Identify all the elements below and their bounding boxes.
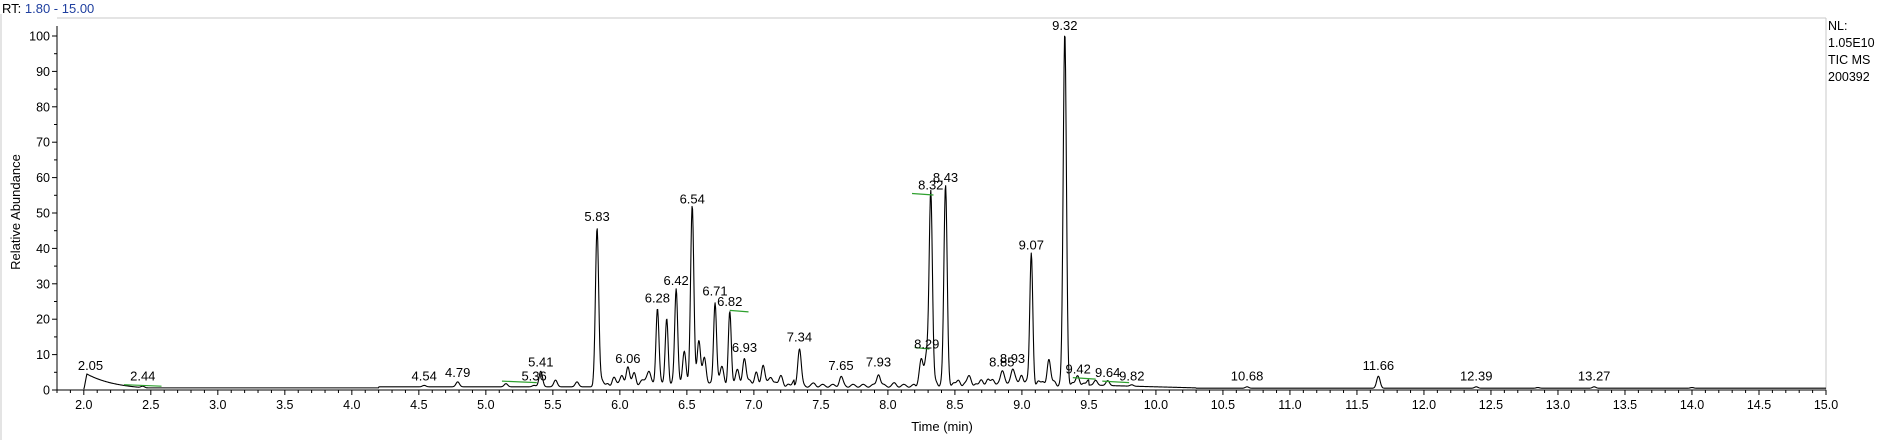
peak-label: 12.39 <box>1460 368 1493 383</box>
peak-label: 11.66 <box>1363 358 1395 373</box>
baseline-marker <box>911 192 934 196</box>
rt-range-value: 1.80 - 15.00 <box>24 1 95 16</box>
rt-label: RT: <box>2 1 22 16</box>
rt-range-readout: RT: 1.80 - 15.00 <box>2 1 94 16</box>
tic-trace <box>83 35 1827 390</box>
x-tick-label: 14.5 <box>1747 398 1771 412</box>
peak-label: 6.54 <box>680 191 705 206</box>
peak-label: 9.42 <box>1066 361 1091 376</box>
nl-value: 1.05E10 <box>1828 36 1875 50</box>
y-tick-label: 20 <box>36 313 50 327</box>
y-axis-title: Relative Abundance <box>8 154 23 270</box>
peak-label: 4.54 <box>412 368 437 383</box>
peak-label: 8.29 <box>914 337 939 352</box>
x-tick-label: 13.5 <box>1613 398 1637 412</box>
x-tick-label: 10.5 <box>1211 398 1235 412</box>
baseline-marker <box>123 384 162 387</box>
x-axis: 2.0 2.5 3.0 3.5 4.0 4.5 5.0 5.5 6.0 6.5 7.0 7.5 8.0 8… <box>56 389 1838 412</box>
x-tick-label: 6.5 <box>678 398 695 412</box>
peak-label: 5.41 <box>528 354 553 369</box>
peak-label: 8.32 <box>918 177 943 192</box>
x-tick-label: 8.0 <box>879 398 896 412</box>
x-tick-label: 10.0 <box>1144 398 1168 412</box>
y-tick-label: 70 <box>36 136 50 150</box>
x-tick-label: 11.5 <box>1345 398 1368 412</box>
peak-label: 6.71 <box>702 284 727 299</box>
baseline-markers <box>123 192 1130 387</box>
x-tick-label: 2.5 <box>142 398 159 412</box>
y-tick-label: 100 <box>29 30 50 44</box>
peak-label: 8.43 <box>933 170 958 185</box>
x-tick-label: 8.5 <box>946 398 963 412</box>
peak-label: 2.05 <box>78 358 103 373</box>
x-tick-label: 3.0 <box>209 398 226 412</box>
peak-label: 9.82 <box>1119 368 1144 383</box>
peak-label: 4.79 <box>445 365 470 380</box>
x-tick-label: 9.5 <box>1080 398 1097 412</box>
peak-label: 7.65 <box>828 358 853 373</box>
peak-label: 8.85 <box>989 354 1014 369</box>
baseline-marker <box>501 380 537 384</box>
y-tick-label: 30 <box>36 277 50 291</box>
x-tick-label: 5.0 <box>477 398 494 412</box>
x-tick-label: 2.0 <box>75 398 92 412</box>
peak-label: 9.07 <box>1019 237 1044 252</box>
peak-label: 5.83 <box>584 209 609 224</box>
x-tick-label: 6.0 <box>611 398 628 412</box>
peak-label: 5.36 <box>521 368 546 383</box>
x-tick-label: 12.5 <box>1479 398 1503 412</box>
peak-label: 8.93 <box>1000 351 1025 366</box>
peak-label: 6.28 <box>645 291 670 306</box>
x-axis-title: Time (min) <box>911 419 973 434</box>
x-tick-label: 15.0 <box>1814 398 1838 412</box>
peak-label: 7.34 <box>787 330 812 345</box>
baseline-marker <box>1072 377 1096 380</box>
y-tick-label: 10 <box>36 348 50 362</box>
peak-label: 6.42 <box>663 273 688 288</box>
peak-label: 6.82 <box>717 294 742 309</box>
scan-type: TIC MS <box>1828 53 1871 67</box>
x-tick-label: 4.0 <box>343 398 360 412</box>
x-tick-label: 7.5 <box>812 398 829 412</box>
x-tick-label: 3.5 <box>276 398 293 412</box>
baseline-marker <box>914 346 930 350</box>
x-tick-label: 12.0 <box>1412 398 1436 412</box>
y-tick-label: 80 <box>36 100 50 114</box>
y-tick-label: 50 <box>36 207 50 221</box>
y-tick-label: 60 <box>36 171 50 185</box>
peak-label: 2.44 <box>130 368 155 383</box>
x-tick-label: 7.0 <box>745 398 762 412</box>
y-tick-label: 90 <box>36 65 50 79</box>
peak-label: 7.93 <box>866 354 891 369</box>
file-name: 200392 <box>1828 70 1870 84</box>
y-tick-label: 40 <box>36 242 50 256</box>
baseline-marker <box>1102 380 1130 384</box>
peak-label: 13.27 <box>1578 368 1611 383</box>
x-tick-label: 4.5 <box>410 398 427 412</box>
peak-label: 6.93 <box>732 340 757 355</box>
baseline-marker <box>729 309 749 313</box>
peak-label: 9.64 <box>1095 365 1120 380</box>
peak-label: 6.06 <box>615 351 640 366</box>
nl-label: NL: <box>1828 19 1848 33</box>
normalization-info: NL: 1.05E10 TIC MS 200392 <box>1828 18 1875 86</box>
peak-labels: 2.05 2.44 4.54 4.79 5.365.41 5.83 6.06 6.28 6.42… <box>78 18 1611 383</box>
x-tick-label: 13.0 <box>1546 398 1570 412</box>
peak-label: 9.32 <box>1052 18 1077 33</box>
x-tick-label: 14.0 <box>1680 398 1704 412</box>
peak-label: 10.68 <box>1231 368 1264 383</box>
y-tick-label: 0 <box>43 384 50 398</box>
x-tick-label: 9.0 <box>1013 398 1030 412</box>
x-tick-label: 5.5 <box>544 398 561 412</box>
x-tick-label: 11.0 <box>1278 398 1301 412</box>
y-axis: 0 10 20 30 40 50 60 70 80 90 100 <box>29 26 58 398</box>
